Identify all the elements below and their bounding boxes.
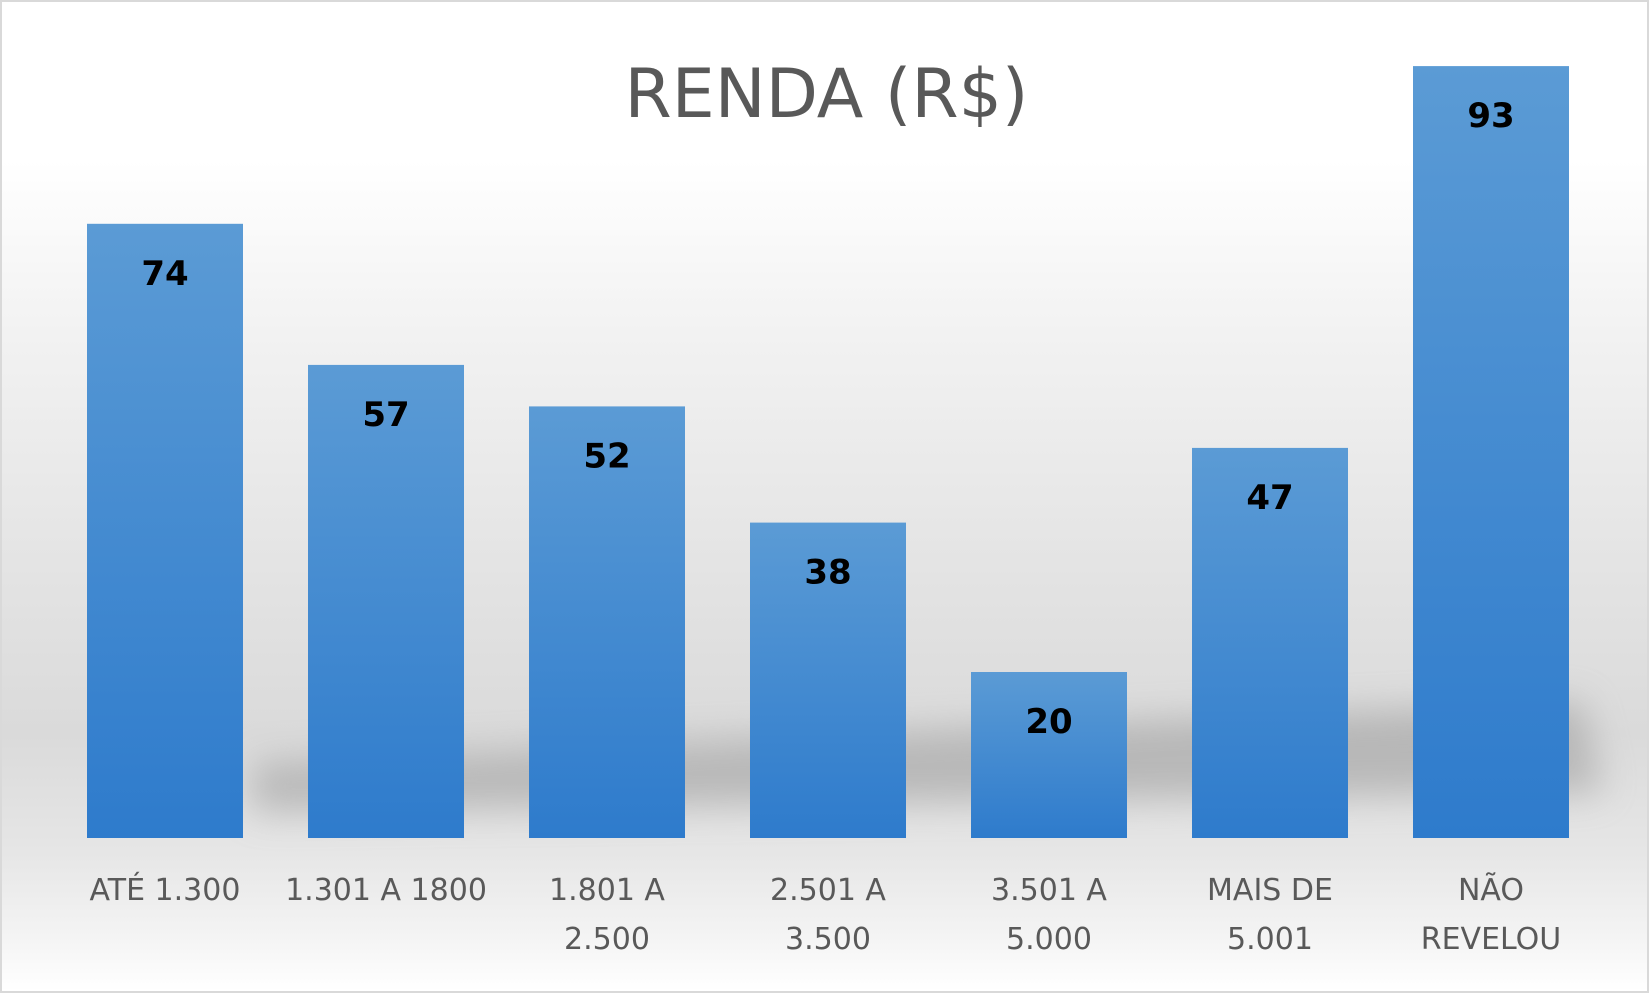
x-tick-label-1: ATÉ 1.300 — [90, 872, 241, 908]
bar-4 — [750, 522, 906, 838]
x-tick-label-4: 2.501 A 3.500 — [770, 873, 886, 957]
bar-7 — [1413, 66, 1569, 839]
x-tick-label-3: 1.801 A 2.500 — [549, 873, 665, 957]
data-label-6: 47 — [1246, 478, 1293, 518]
bars-layer — [87, 66, 1569, 839]
bar-5 — [971, 672, 1127, 838]
data-label-5: 20 — [1025, 702, 1072, 742]
x-tick-labels-layer: ATÉ 1.300 1.301 A 1800 1.801 A 2.500 2.501 A… — [90, 872, 1562, 957]
data-label-4: 38 — [804, 553, 851, 593]
bar-2 — [308, 364, 464, 838]
data-label-7: 93 — [1467, 96, 1514, 136]
bar-3 — [529, 406, 685, 838]
bar-1 — [87, 223, 243, 839]
x-tick-label-7: NÃO REVELOU — [1421, 872, 1562, 957]
data-label-3: 52 — [583, 436, 630, 476]
data-label-2: 57 — [362, 395, 409, 435]
x-tick-label-6: MAIS DE 5.001 — [1207, 873, 1333, 957]
bar-6 — [1192, 447, 1348, 838]
chart-title: RENDA (R$) — [625, 55, 1029, 134]
x-tick-label-5: 3.501 A 5.000 — [991, 873, 1107, 957]
data-label-1: 74 — [141, 254, 188, 294]
x-tick-label-2: 1.301 A 1800 — [285, 873, 487, 908]
data-labels-layer: 74 57 52 38 20 47 93 — [141, 96, 1514, 742]
